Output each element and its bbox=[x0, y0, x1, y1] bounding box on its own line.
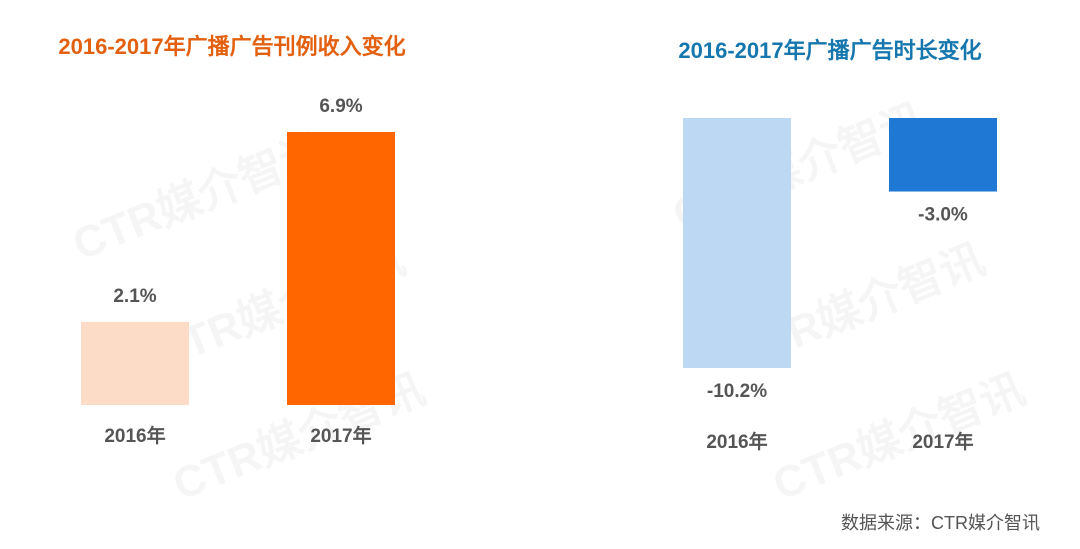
category-label: 2016年 bbox=[706, 430, 767, 453]
value-label: -10.2% bbox=[707, 381, 767, 402]
value-label: -3.0% bbox=[918, 205, 968, 226]
bar bbox=[81, 321, 189, 405]
bar bbox=[683, 118, 791, 368]
source-note: 数据来源：CTR媒介智讯 bbox=[841, 513, 1040, 533]
chart-title: 2016-2017年广播广告刊例收入变化 bbox=[58, 34, 405, 59]
category-label: 2017年 bbox=[912, 430, 973, 453]
value-label: 6.9% bbox=[319, 96, 362, 117]
bar bbox=[889, 118, 997, 192]
bar bbox=[287, 132, 395, 405]
value-label: 2.1% bbox=[113, 286, 156, 307]
charts: 2016-2017年广播广告刊例收入变化 2.1% 2016年 6.9% 2017年 20… bbox=[58, 34, 997, 453]
chart-title: 2016-2017年广播广告时长变化 bbox=[678, 38, 981, 63]
category-label: 2017年 bbox=[310, 424, 371, 447]
category-label: 2016年 bbox=[104, 424, 165, 447]
watermark: CTR媒介智讯 bbox=[766, 365, 1031, 510]
